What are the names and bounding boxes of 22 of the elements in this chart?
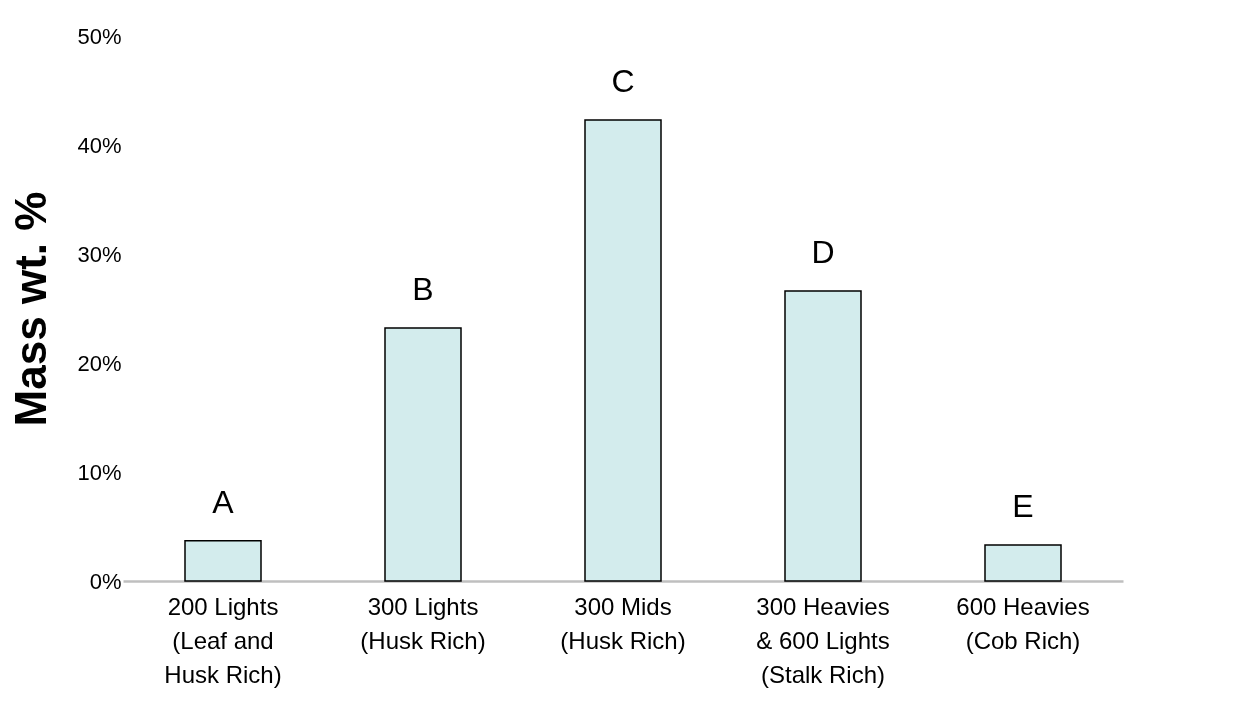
x-tick-label: 600 Heavies (Cob Rich)	[956, 592, 1090, 654]
y-tick-label: 50%	[77, 23, 122, 49]
x-tick-label: 200 Lights (Leaf and Husk Rich)	[164, 592, 282, 688]
annotation: C	[611, 62, 635, 99]
y-tick-label: 30%	[77, 241, 122, 267]
y-tick-label: 0%	[89, 568, 122, 594]
x-tick-label: 300 Lights (Husk Rich)	[360, 592, 486, 654]
bar	[584, 119, 662, 582]
annotation: B	[412, 271, 434, 308]
annotation: D	[811, 234, 835, 271]
bar	[384, 327, 462, 582]
y-tick-label: 40%	[77, 132, 122, 158]
bar	[984, 544, 1062, 582]
y-tick-label: 20%	[77, 350, 122, 376]
y-tick-label: 10%	[77, 459, 122, 485]
annotation: E	[1012, 488, 1034, 525]
y-axis-title: Mass wt. %	[6, 191, 56, 427]
x-tick-label: 300 Heavies & 600 Lights (Stalk Rich)	[756, 592, 890, 688]
bar	[184, 539, 262, 582]
bar	[784, 290, 862, 582]
x-tick-label: 300 Mids (Husk Rich)	[560, 592, 686, 654]
annotation: A	[212, 483, 235, 520]
